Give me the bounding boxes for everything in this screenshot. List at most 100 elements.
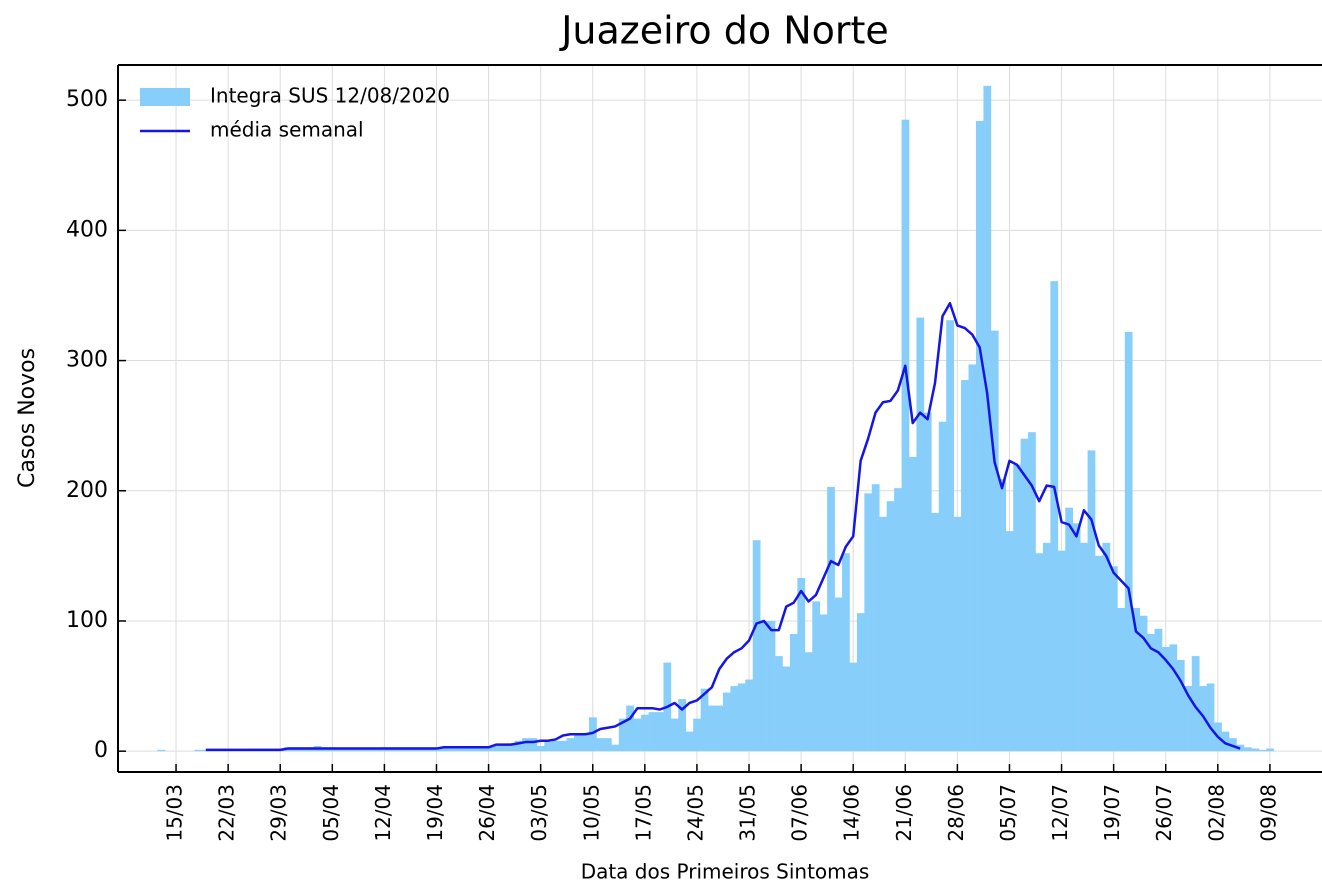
bar <box>931 512 940 752</box>
bar <box>745 679 754 752</box>
bar <box>760 620 768 752</box>
bar <box>1117 607 1126 752</box>
x-axis-label: Data dos Primeiros Sintomas <box>581 860 870 884</box>
bar <box>700 688 709 752</box>
x-tick-label: 15/03 <box>163 784 187 842</box>
bar <box>492 745 501 752</box>
bar <box>1228 738 1237 752</box>
bar <box>462 747 471 752</box>
bar <box>767 620 776 752</box>
bar <box>1199 686 1207 752</box>
bar <box>455 745 463 752</box>
x-tick-label: 21/06 <box>892 784 916 842</box>
x-tick-label: 12/04 <box>371 784 395 842</box>
x-tick-label: 31/05 <box>736 784 760 842</box>
x-tick-label: 29/03 <box>267 784 291 842</box>
bar <box>953 516 962 752</box>
bar <box>819 614 828 752</box>
bar <box>194 749 203 752</box>
bar <box>589 717 597 752</box>
bar <box>350 748 359 752</box>
bar <box>1206 683 1215 752</box>
x-tick-label: 02/08 <box>1204 784 1228 842</box>
bar <box>812 601 821 752</box>
bar <box>574 735 582 752</box>
bar <box>447 745 456 752</box>
bar <box>1005 531 1014 752</box>
bar <box>901 119 910 752</box>
bar <box>336 748 344 752</box>
y-axis-label: Casos Novos <box>15 348 40 488</box>
bar <box>1013 464 1021 752</box>
bar <box>842 553 850 752</box>
bar <box>789 633 798 752</box>
legend-label: Integra SUS 12/08/2020 <box>210 84 450 108</box>
bar <box>804 652 813 752</box>
chart-title: Juazeiro do Norte <box>559 9 889 53</box>
bar <box>1184 686 1193 752</box>
bar <box>1095 555 1103 752</box>
bar <box>1020 438 1029 752</box>
bar <box>1154 628 1163 752</box>
bar <box>469 747 478 752</box>
bar <box>961 380 969 752</box>
bar <box>975 120 984 752</box>
bar <box>938 421 947 752</box>
x-tick-label: 19/07 <box>1100 784 1124 842</box>
bar <box>685 731 694 752</box>
bar <box>1124 331 1133 752</box>
line <box>205 302 1241 752</box>
bar <box>559 740 568 752</box>
bar <box>715 705 724 752</box>
bar <box>879 516 887 752</box>
bar <box>1050 281 1059 752</box>
bar <box>157 749 166 752</box>
bar <box>633 718 642 752</box>
bar <box>1035 553 1044 752</box>
bar <box>1251 748 1260 752</box>
bar <box>1191 656 1200 752</box>
bar <box>722 692 731 752</box>
bar <box>1028 432 1036 752</box>
bar <box>1139 615 1148 752</box>
bar <box>670 718 679 752</box>
legend-swatch <box>140 88 190 106</box>
bar <box>544 742 553 752</box>
x-tick-label: 09/08 <box>1256 784 1280 842</box>
legend-label: média semanal <box>210 118 364 142</box>
bar <box>856 613 865 752</box>
x-tick-label: 17/05 <box>631 784 655 842</box>
y-tick-label: 400 <box>66 217 108 242</box>
bar <box>1072 523 1081 752</box>
bar <box>603 738 612 752</box>
x-tick-label: 14/06 <box>840 784 864 842</box>
bar <box>1221 731 1230 752</box>
bar <box>648 712 657 752</box>
bar <box>507 743 515 752</box>
bar <box>551 740 560 752</box>
bar <box>1132 607 1140 752</box>
x-tick-label: 07/06 <box>788 784 812 842</box>
bar <box>909 456 917 752</box>
bar <box>1080 542 1088 752</box>
bar <box>1243 747 1252 752</box>
y-tick-label: 300 <box>66 348 108 373</box>
bar <box>864 493 873 752</box>
bar <box>775 656 783 752</box>
bar <box>1042 542 1051 752</box>
x-tick-label: 10/05 <box>579 784 603 842</box>
bar <box>708 705 716 752</box>
x-tick-label: 26/04 <box>475 784 499 842</box>
bar <box>782 666 791 752</box>
bar <box>886 501 895 752</box>
bar <box>477 747 486 752</box>
bar <box>581 732 590 752</box>
bar <box>834 597 843 752</box>
bar <box>484 747 493 752</box>
x-tick-label: 26/07 <box>1152 784 1176 842</box>
bar <box>365 748 374 752</box>
bar <box>1087 450 1096 752</box>
bar <box>998 479 1007 752</box>
bar <box>1102 542 1111 752</box>
